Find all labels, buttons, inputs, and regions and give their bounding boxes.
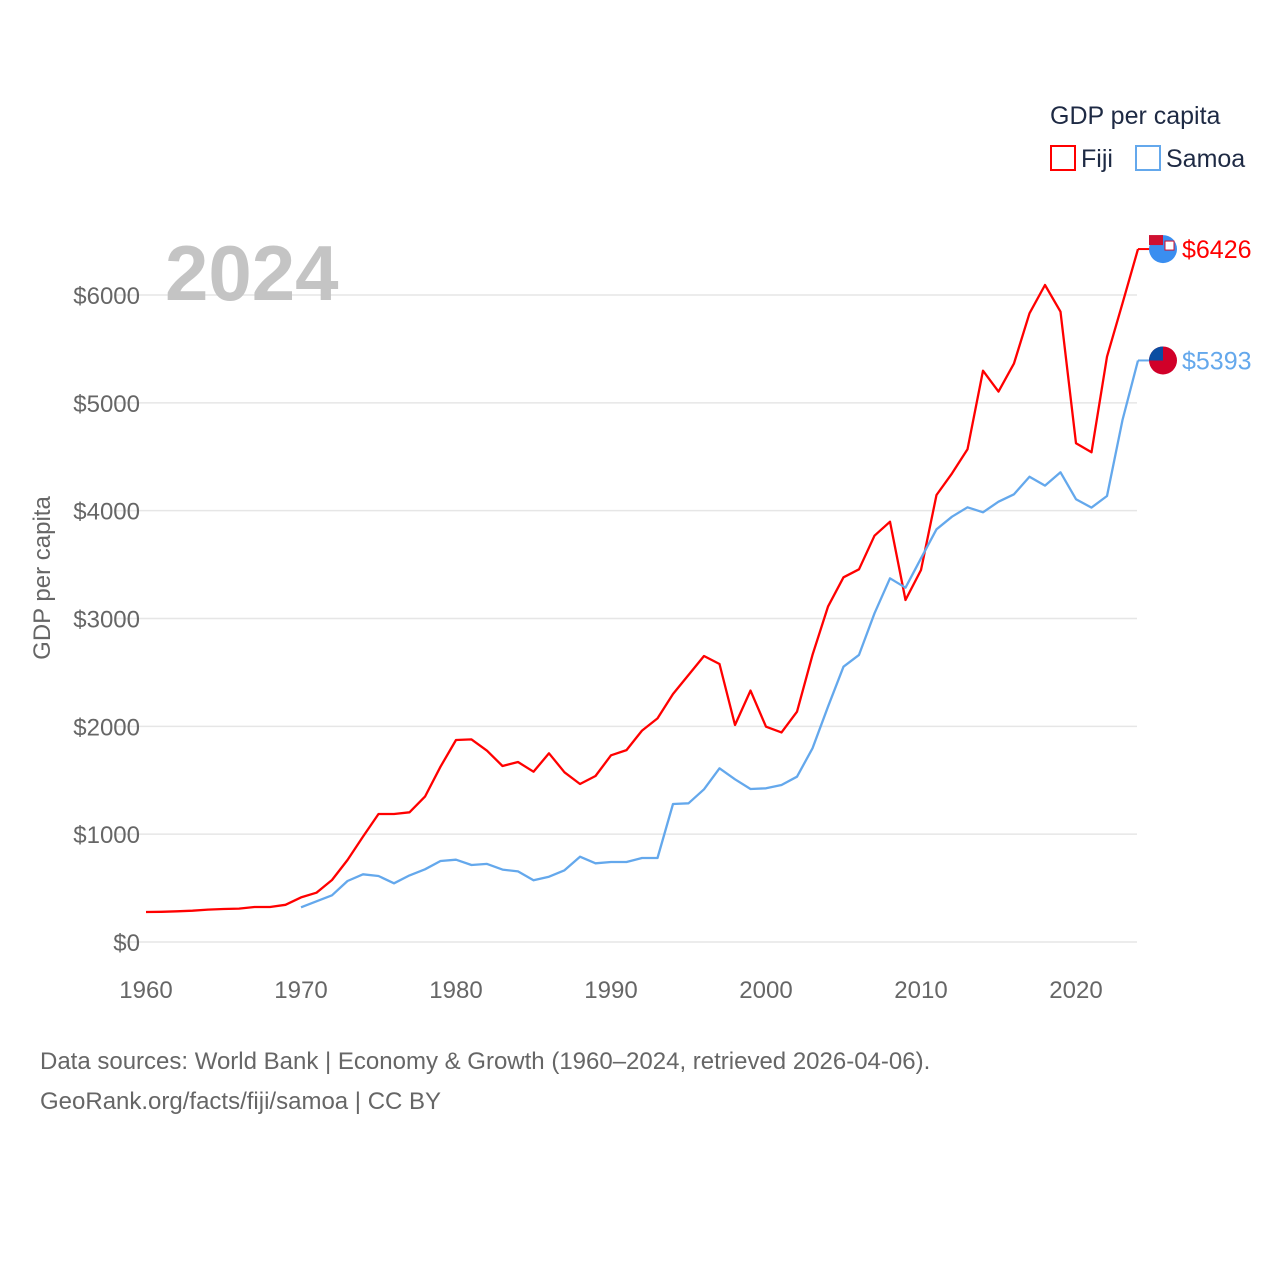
source-link[interactable]: GeoRank.org/facts/fiji/samoa | CC BY — [40, 1088, 442, 1115]
y-tick-label: $5000 — [73, 391, 140, 418]
legend-swatch-fiji — [1050, 145, 1076, 171]
x-tick-label: 1960 — [119, 977, 172, 1004]
x-tick-label: 2010 — [894, 977, 947, 1004]
y-tick-label: $2000 — [73, 714, 140, 741]
fiji-flag-shield — [1164, 240, 1175, 251]
year-label: 2024 — [165, 229, 339, 317]
series-line-samoa — [300, 360, 1140, 909]
series-line-fiji — [145, 248, 1140, 914]
y-tick-label: $6000 — [73, 283, 140, 310]
y-tick-label: $3000 — [73, 607, 140, 634]
legend-title: GDP per capita — [1050, 102, 1221, 130]
footer: Data sources: World Bank | Economy & Gro… — [40, 1042, 930, 1122]
y-tick-label: $0 — [113, 930, 140, 957]
y-tick-label: $1000 — [73, 822, 140, 849]
y-axis-label: GDP per capita — [29, 496, 56, 660]
fiji-flag-union — [1149, 235, 1163, 246]
x-tick-label: 1990 — [584, 977, 637, 1004]
x-tick-label: 2020 — [1049, 977, 1102, 1004]
legend-label-samoa: Samoa — [1166, 145, 1245, 173]
x-tick-label: 2000 — [739, 977, 792, 1004]
legend-swatch-samoa — [1135, 145, 1161, 171]
y-tick-label: $4000 — [73, 499, 140, 526]
x-tick-label: 1970 — [274, 977, 327, 1004]
x-tick-label: 1980 — [429, 977, 482, 1004]
end-value-label-fiji: $6426 — [1182, 236, 1252, 264]
samoa-flag-canton — [1149, 346, 1163, 361]
data-source-note: Data sources: World Bank | Economy & Gro… — [40, 1048, 931, 1075]
legend-label-fiji: Fiji — [1081, 145, 1113, 173]
end-value-label-samoa: $5393 — [1182, 347, 1252, 375]
